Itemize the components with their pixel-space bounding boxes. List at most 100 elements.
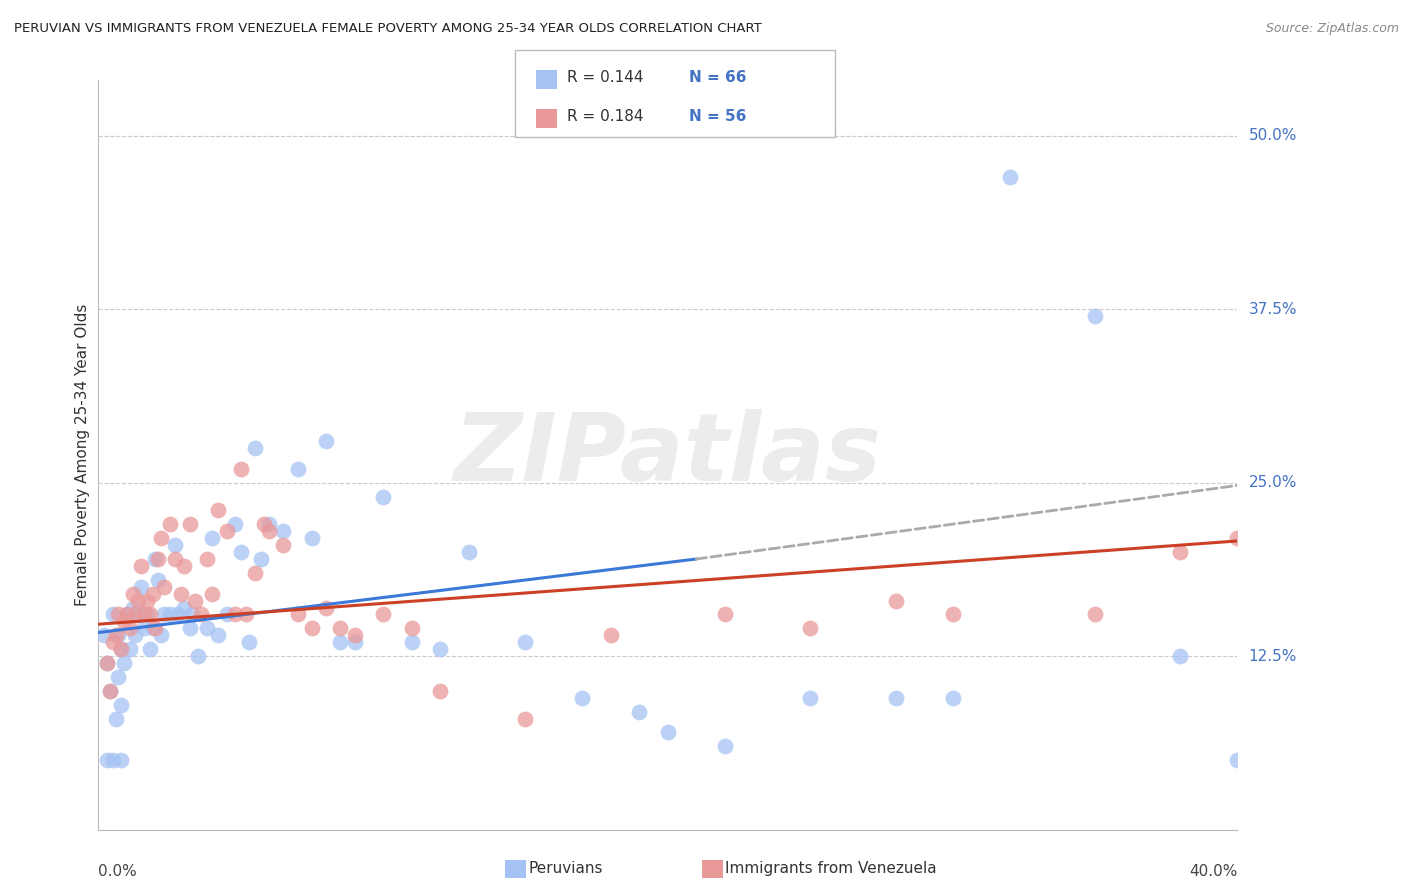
Point [515,635,537,649]
Point [215,607,238,622]
Point [273,538,295,552]
Point [96,656,118,670]
Point [401,635,423,649]
Point [1084,607,1107,622]
Point [145,621,167,635]
Point [571,690,593,705]
Point [273,524,295,539]
Point [115,607,138,622]
Point [121,600,143,615]
Point [287,462,309,476]
Point [118,621,141,635]
Point [249,552,271,566]
Point [132,621,155,635]
Point [110,698,132,712]
Point [287,607,309,622]
Point [124,628,146,642]
Point [98,683,121,698]
Point [101,607,124,622]
Point [315,434,337,448]
Point [173,600,195,615]
Point [104,628,127,642]
Point [259,524,281,539]
Point [107,607,129,622]
Point [165,552,187,566]
Point [118,642,141,657]
Point [224,517,246,532]
Text: Peruvians: Peruvians [529,862,603,876]
Text: 37.5%: 37.5% [1249,301,1296,317]
Point [1226,531,1249,545]
Point [173,558,195,573]
Point [112,656,135,670]
Point [135,607,157,622]
Point [1226,753,1249,767]
Point [159,517,181,532]
Point [127,607,149,622]
Point [373,490,395,504]
Text: R = 0.144: R = 0.144 [567,70,643,85]
Point [229,545,252,559]
Point [207,628,229,642]
Point [167,607,190,622]
Point [1084,309,1107,323]
Point [129,558,152,573]
Point [150,531,173,545]
Point [153,607,176,622]
Point [457,545,479,559]
Point [150,628,173,642]
Point [235,607,257,622]
Point [884,593,907,607]
Point [184,593,207,607]
Point [179,621,201,635]
Point [141,587,163,601]
Point [110,753,132,767]
Point [181,607,204,622]
Point [243,441,266,455]
Point [799,690,821,705]
Point [159,607,181,622]
Point [329,621,352,635]
Point [259,517,281,532]
Point [301,621,323,635]
Point [129,580,152,594]
Point [110,642,132,657]
Text: N = 56: N = 56 [689,109,747,124]
Point [343,635,366,649]
Point [195,621,218,635]
Point [112,615,135,629]
Text: 0.0%: 0.0% [98,864,138,880]
Point [657,725,679,739]
Point [98,683,121,698]
Text: N = 66: N = 66 [689,70,747,85]
Point [201,531,224,545]
Point [190,607,212,622]
Point [110,642,132,657]
Text: Source: ZipAtlas.com: Source: ZipAtlas.com [1265,22,1399,36]
Point [215,524,238,539]
Point [343,628,366,642]
Point [107,628,129,642]
Point [243,566,266,580]
Point [1170,545,1192,559]
Point [373,607,395,622]
Point [714,607,737,622]
Point [238,635,260,649]
Text: ZIPatlas: ZIPatlas [454,409,882,501]
Point [148,573,170,587]
Point [195,552,218,566]
Point [515,712,537,726]
Point [165,538,187,552]
Point [138,642,160,657]
Point [252,517,274,532]
Point [138,607,160,622]
Point [429,642,451,657]
Point [101,753,124,767]
Point [93,628,115,642]
Point [170,587,193,601]
Point [145,552,167,566]
Point [96,656,118,670]
Text: Immigrants from Venezuela: Immigrants from Venezuela [725,862,938,876]
Point [884,690,907,705]
Point [942,607,965,622]
